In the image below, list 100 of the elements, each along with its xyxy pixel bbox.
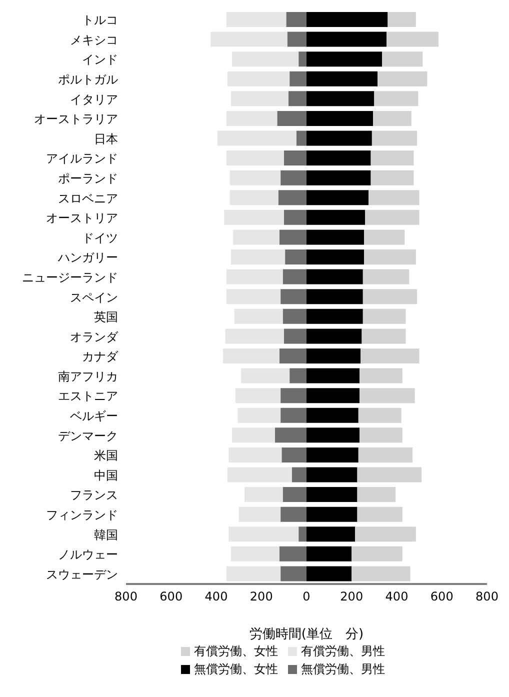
bar: [292, 467, 306, 482]
bar: [230, 250, 286, 265]
bar: [365, 210, 420, 225]
bar: [223, 348, 280, 364]
y-tick-label: 中国: [94, 468, 118, 482]
bar: [306, 368, 360, 384]
bar: [362, 289, 418, 304]
x-tick-label: 800: [476, 590, 498, 604]
x-axis-title: 労働時間(単位 分): [249, 627, 364, 642]
y-tick-label: ポルトガル: [58, 72, 118, 87]
legend-label: 無償労働、男性: [301, 662, 385, 676]
bar: [364, 230, 405, 245]
bar: [306, 566, 352, 582]
bar: [306, 487, 358, 502]
bar: [279, 348, 306, 364]
bar: [235, 388, 281, 404]
bar: [374, 91, 418, 106]
bar: [360, 428, 402, 443]
bar: [280, 408, 306, 423]
legend-label: 無償労働、女性: [194, 662, 278, 676]
bar: [226, 12, 286, 27]
bar: [378, 71, 428, 86]
bar: [382, 52, 423, 67]
bar: [306, 348, 361, 364]
bar: [210, 32, 288, 47]
y-tick-label: スペイン: [70, 290, 118, 304]
x-tick-label: 400: [204, 590, 228, 604]
bar: [370, 150, 414, 166]
y-tick-label: インド: [82, 52, 118, 67]
bar: [362, 269, 410, 284]
bar: [306, 467, 358, 482]
bar: [280, 566, 306, 582]
bar: [226, 150, 284, 166]
y-tick-label: オーストラリア: [34, 112, 118, 126]
x-tick-label: 600: [160, 590, 183, 604]
bar: [357, 487, 396, 502]
bar: [234, 308, 283, 324]
bar: [226, 289, 281, 304]
bar: [306, 32, 387, 47]
bar: [306, 546, 352, 562]
bar: [370, 170, 414, 186]
bar: [230, 190, 278, 206]
bar: [277, 110, 306, 126]
y-tick-label: デンマーク: [58, 428, 118, 443]
bar: [228, 526, 299, 542]
bar: [274, 428, 306, 443]
x-tick-label: 400: [385, 590, 408, 604]
bar: [225, 328, 284, 344]
y-tick-label: メキシコ: [70, 32, 118, 47]
y-tick-label: フランス: [70, 488, 118, 502]
bar: [282, 447, 306, 462]
x-tick-label: 800: [114, 590, 138, 604]
bar: [238, 408, 281, 423]
y-tick-label: ドイツ: [82, 230, 118, 245]
y-tick-label: ニュージーランド: [22, 270, 118, 284]
y-tick-label: エストニア: [58, 389, 118, 404]
bar: [226, 566, 281, 582]
bar: [282, 269, 306, 284]
x-tick-label: 0: [302, 590, 310, 604]
bar: [364, 250, 416, 265]
x-tick-label: 200: [250, 590, 273, 604]
bar: [230, 170, 281, 186]
bar: [306, 269, 363, 284]
bar: [244, 487, 283, 502]
bar: [298, 526, 306, 542]
bar: [352, 566, 410, 582]
y-tick-label: ノルウェー: [58, 548, 118, 562]
bar: [226, 269, 283, 284]
bar: [306, 91, 374, 106]
bar: [226, 110, 278, 126]
x-tick-label: 600: [430, 590, 454, 604]
bar: [306, 328, 362, 344]
bar: [306, 190, 369, 206]
bar: [357, 467, 422, 482]
y-tick-label: スウェーデン: [46, 567, 118, 582]
bar: [282, 487, 306, 502]
bar: [306, 447, 358, 462]
bar: [280, 170, 306, 186]
bar: [290, 71, 306, 86]
bar: [306, 526, 356, 542]
bar: [287, 32, 306, 47]
bar: [241, 368, 290, 384]
bar: [284, 328, 306, 344]
bar: [232, 428, 275, 443]
bar: [358, 447, 413, 462]
bar: [306, 130, 372, 146]
y-tick-label: トルコ: [82, 13, 118, 28]
bar: [306, 12, 388, 27]
x-tick-label: 200: [340, 590, 364, 604]
bar: [306, 289, 363, 304]
bar: [282, 308, 306, 324]
bar: [306, 408, 358, 423]
y-tick-label: フィンランド: [46, 508, 118, 522]
bar: [368, 190, 420, 206]
y-tick-label: 英国: [94, 310, 118, 324]
y-tick-label: 米国: [94, 448, 118, 463]
legend-label: 有償労働、女性: [194, 644, 278, 658]
y-tick-label: アイルランド: [46, 152, 118, 166]
bar: [217, 130, 296, 146]
bar: [360, 348, 420, 364]
